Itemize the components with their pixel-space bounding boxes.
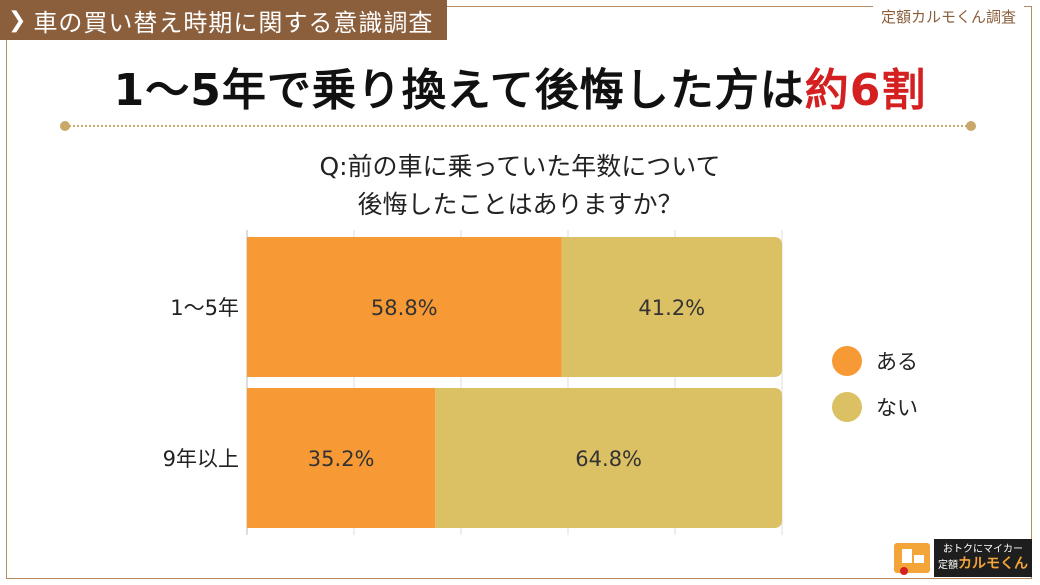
- question: Q:前の車に乗っていた年数について 後悔したことはありますか？: [0, 148, 1040, 224]
- headline-main: 1～5年で乗り換えて後悔した方は: [113, 65, 805, 116]
- question-line-2: 後悔したことはありますか？: [357, 190, 683, 219]
- brand-name-prefix: 定額: [938, 560, 958, 571]
- legend-swatch-no: [832, 392, 862, 422]
- data-label: 35.2%: [308, 447, 375, 471]
- divider-right-dot: [966, 121, 976, 131]
- data-label: 58.8%: [371, 296, 438, 320]
- legend-label-yes: ある: [876, 350, 918, 374]
- survey-title: 車の買い替え時期に関する意識調査: [33, 8, 434, 37]
- bar-segment: [247, 388, 436, 528]
- headline: 1～5年で乗り換えて後悔した方は約6割: [0, 54, 1040, 118]
- divider-line: [62, 125, 974, 127]
- bar-segment: [435, 388, 782, 528]
- brand-box: おトクにマイカー 定額カルモくん: [934, 539, 1032, 577]
- bar-segment: [561, 237, 782, 377]
- data-label: 41.2%: [638, 296, 705, 320]
- data-label: 64.8%: [575, 447, 642, 471]
- legend-swatch-yes: [832, 346, 862, 376]
- legend-item-no: ない: [832, 384, 918, 430]
- legend-item-yes: ある: [832, 338, 918, 384]
- brand-name: カルモくん: [958, 556, 1028, 572]
- legend: ある ない: [832, 338, 918, 430]
- outer-frame: [6, 6, 1032, 579]
- source-label: 定額カルモくん調査: [872, 6, 1024, 27]
- legend-label-no: ない: [876, 396, 918, 420]
- chevron-right-icon: ❯: [8, 7, 28, 33]
- brand-logo: おトクにマイカー 定額カルモくん: [892, 537, 1032, 579]
- category-label: 1～5年: [170, 296, 239, 320]
- question-line-1: Q:前の車に乗っていた年数について: [319, 152, 721, 181]
- bar-segment: [247, 237, 562, 377]
- survey-title-tag: ❯ 車の買い替え時期に関する意識調査: [0, 0, 448, 40]
- brand-tagline: おトクにマイカー: [943, 544, 1023, 555]
- brand-truck-icon: [894, 543, 930, 575]
- headline-accent: 約6割: [804, 65, 927, 116]
- category-label: 9年以上: [163, 447, 239, 471]
